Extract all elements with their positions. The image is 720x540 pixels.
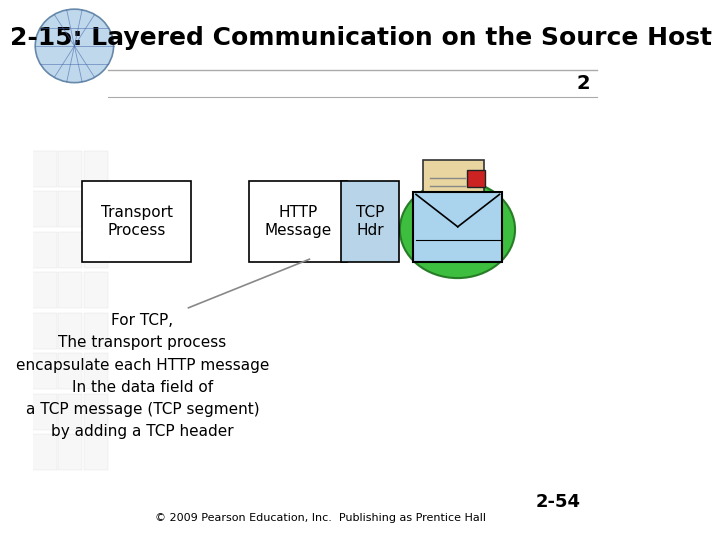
FancyBboxPatch shape: [58, 313, 83, 349]
FancyBboxPatch shape: [413, 192, 503, 262]
FancyBboxPatch shape: [58, 272, 83, 308]
FancyBboxPatch shape: [32, 434, 57, 470]
FancyBboxPatch shape: [82, 181, 192, 262]
FancyBboxPatch shape: [84, 313, 109, 349]
FancyBboxPatch shape: [58, 394, 83, 430]
FancyBboxPatch shape: [32, 313, 57, 349]
FancyBboxPatch shape: [32, 272, 57, 308]
Text: Transport
Process: Transport Process: [101, 205, 173, 238]
Text: 2-15: Layered Communication on the Source Host: 2-15: Layered Communication on the Sourc…: [10, 26, 712, 50]
FancyBboxPatch shape: [32, 191, 57, 227]
FancyBboxPatch shape: [84, 353, 109, 389]
FancyBboxPatch shape: [32, 353, 57, 389]
Text: 2: 2: [576, 74, 590, 93]
FancyBboxPatch shape: [84, 394, 109, 430]
FancyBboxPatch shape: [84, 151, 109, 187]
FancyBboxPatch shape: [32, 232, 57, 268]
Text: For TCP,
The transport process
encapsulate each HTTP message
In the data field o: For TCP, The transport process encapsula…: [16, 313, 269, 439]
Circle shape: [35, 9, 114, 83]
FancyBboxPatch shape: [84, 272, 109, 308]
FancyBboxPatch shape: [58, 151, 83, 187]
FancyBboxPatch shape: [58, 353, 83, 389]
FancyBboxPatch shape: [84, 191, 109, 227]
FancyBboxPatch shape: [32, 394, 57, 430]
Text: 2-54: 2-54: [535, 493, 580, 511]
FancyBboxPatch shape: [84, 232, 109, 268]
FancyBboxPatch shape: [249, 181, 347, 262]
FancyBboxPatch shape: [467, 170, 485, 187]
FancyBboxPatch shape: [423, 160, 484, 199]
FancyBboxPatch shape: [58, 191, 83, 227]
FancyBboxPatch shape: [58, 434, 83, 470]
Text: © 2009 Pearson Education, Inc.  Publishing as Prentice Hall: © 2009 Pearson Education, Inc. Publishin…: [156, 514, 487, 523]
FancyBboxPatch shape: [58, 232, 83, 268]
FancyBboxPatch shape: [341, 181, 399, 262]
Ellipse shape: [400, 181, 515, 278]
FancyBboxPatch shape: [84, 434, 109, 470]
Text: TCP
Hdr: TCP Hdr: [356, 205, 384, 238]
Text: HTTP
Message: HTTP Message: [264, 205, 331, 238]
FancyBboxPatch shape: [32, 151, 57, 187]
